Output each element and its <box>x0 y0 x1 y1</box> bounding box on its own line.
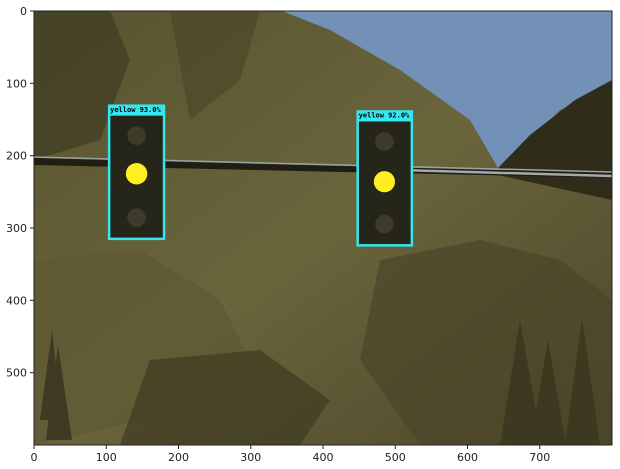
scene-image <box>34 11 612 445</box>
x-tick-label: 100 <box>96 451 117 464</box>
trees <box>40 318 600 445</box>
x-tick-label: 600 <box>457 451 478 464</box>
traffic-light-detection: yellow 92.0% <box>356 110 414 247</box>
detection-label: yellow 93.0% <box>110 106 161 114</box>
detections-layer: yellow 93.0% yellow 92.0% <box>107 104 414 247</box>
x-tick-label: 500 <box>385 451 406 464</box>
sky <box>282 11 612 168</box>
detection-label: yellow 92.0% <box>359 112 410 120</box>
x-axis-ticks: 0 100 200 300 400 500 600 700 <box>31 445 550 464</box>
lit-yellow-lamp <box>373 171 396 193</box>
x-tick-label: 0 <box>31 451 38 464</box>
x-tick-label: 200 <box>168 451 189 464</box>
detection-label-bg <box>107 104 166 115</box>
unlit-lamp <box>375 132 394 151</box>
y-tick-label: 0 <box>20 5 27 18</box>
lit-yellow-lamp <box>125 163 148 185</box>
y-tick-label: 100 <box>6 77 27 90</box>
y-tick-label: 500 <box>6 367 27 380</box>
y-axis-ticks: 0 100 200 300 400 500 <box>6 5 34 380</box>
y-tick-label: 400 <box>6 294 27 307</box>
x-tick-label: 700 <box>529 451 550 464</box>
detection-label-bg <box>356 110 414 121</box>
x-tick-label: 300 <box>240 451 261 464</box>
x-tick-label: 400 <box>313 451 334 464</box>
unlit-lamp <box>127 208 146 228</box>
y-tick-label: 200 <box>6 150 27 163</box>
unlit-lamp <box>127 126 146 145</box>
y-tick-label: 300 <box>6 222 27 235</box>
unlit-lamp <box>375 214 394 234</box>
traffic-light-detection: yellow 93.0% <box>107 104 166 241</box>
